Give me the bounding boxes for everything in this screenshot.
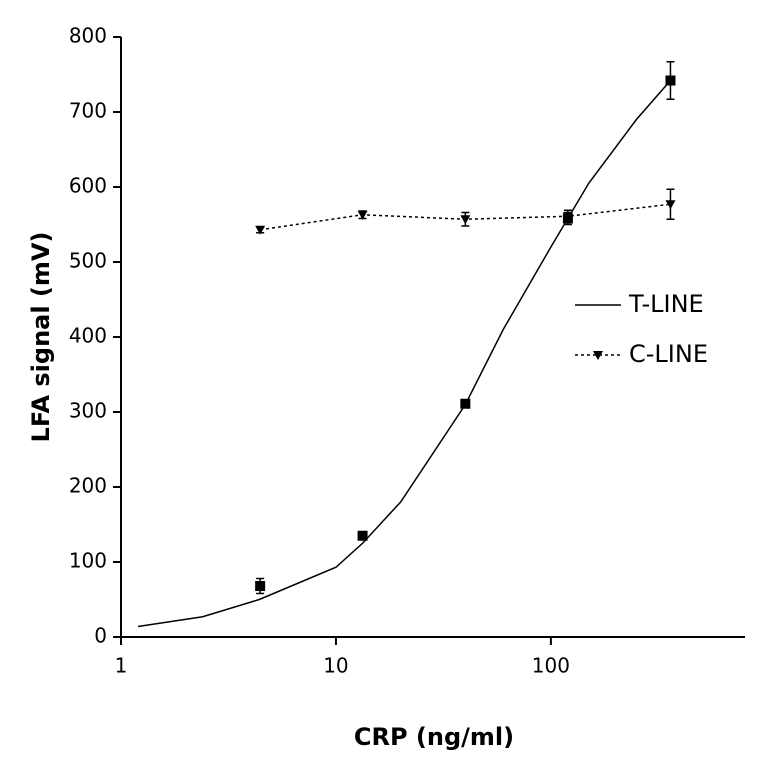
data-point [665, 200, 676, 210]
x-tick-label: 10 [323, 654, 348, 678]
y-axis-label: LFA signal (mV) [27, 232, 55, 443]
y-tick-label: 700 [69, 99, 107, 123]
data-point [255, 581, 266, 591]
data-point [562, 212, 573, 222]
y-tick-label: 600 [69, 174, 107, 198]
legend-label: C-LINE [629, 340, 708, 368]
x-tick-label: 100 [532, 654, 570, 678]
data-point [460, 215, 471, 225]
data-point [255, 225, 266, 235]
y-tick-label: 500 [69, 249, 107, 273]
legend-marker [593, 351, 603, 360]
y-tick-label: 100 [69, 549, 107, 573]
data-point [665, 75, 676, 86]
y-tick-label: 0 [94, 624, 107, 648]
legend-label: T-LINE [628, 290, 704, 318]
y-tick-label: 400 [69, 324, 107, 348]
data-point [357, 210, 368, 220]
data-point [357, 530, 368, 541]
fit-curve [137, 80, 672, 628]
y-tick-label: 800 [69, 24, 107, 48]
y-tick-label: 200 [69, 474, 107, 498]
data-point [460, 398, 471, 409]
x-axis-label: CRP (ng/ml) [354, 723, 514, 751]
x-tick-label: 1 [115, 654, 128, 678]
y-tick-label: 300 [69, 399, 107, 423]
